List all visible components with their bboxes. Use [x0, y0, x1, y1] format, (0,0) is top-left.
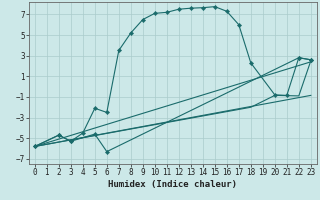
- X-axis label: Humidex (Indice chaleur): Humidex (Indice chaleur): [108, 180, 237, 189]
